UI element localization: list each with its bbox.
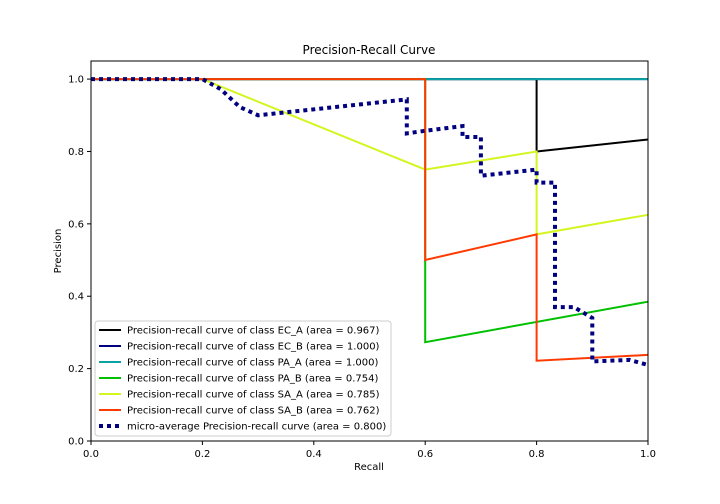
y-tick-label: 1.0 — [68, 75, 84, 86]
chart-title: Precision-Recall Curve — [303, 43, 436, 57]
x-axis-ticks: 0.0 0.2 0.4 0.6 0.8 1.0 — [83, 441, 656, 460]
x-tick-label: 0.6 — [417, 449, 433, 460]
legend-label-4: Precision-recall curve of class PA_B (ar… — [127, 374, 378, 385]
y-tick-label: 0.6 — [68, 219, 84, 230]
plot-lines — [91, 77, 649, 367]
y-tick-label: 0.2 — [68, 364, 84, 375]
y-tick-label: 0.8 — [68, 147, 84, 158]
legend-label-2: Precision-recall curve of class EC_B (ar… — [127, 342, 380, 353]
x-tick-label: 0.4 — [306, 449, 322, 460]
x-axis-label: Recall — [354, 462, 384, 473]
x-tick-label: 0.0 — [83, 449, 99, 460]
series-line-7 — [91, 77, 649, 367]
plot-area-frame — [90, 60, 649, 442]
legend-label-7: micro-average Precision-recall curve (ar… — [127, 422, 386, 433]
y-axis-label: Precision — [53, 229, 64, 274]
x-tick-label: 0.2 — [194, 449, 210, 460]
x-tick-label: 0.8 — [529, 449, 545, 460]
legend: Precision-recall curve of class EC_A (ar… — [94, 320, 392, 437]
legend-label-6: Precision-recall curve of class SA_B (ar… — [127, 406, 380, 417]
y-axis-ticks: 0.0 0.2 0.4 0.6 0.8 1.0 — [68, 75, 91, 448]
legend-entries: Precision-recall curve of class EC_A (ar… — [99, 326, 386, 433]
legend-label-1: Precision-recall curve of class EC_A (ar… — [127, 326, 380, 337]
legend-label-3: Precision-recall curve of class PA_A (ar… — [127, 358, 378, 369]
legend-label-5: Precision-recall curve of class SA_A (ar… — [127, 390, 380, 401]
y-tick-label: 0.4 — [68, 292, 84, 303]
series-line-6 — [91, 78, 649, 362]
y-tick-label: 0.0 — [68, 437, 84, 448]
legend-frame — [94, 320, 392, 437]
x-tick-label: 1.0 — [640, 449, 656, 460]
